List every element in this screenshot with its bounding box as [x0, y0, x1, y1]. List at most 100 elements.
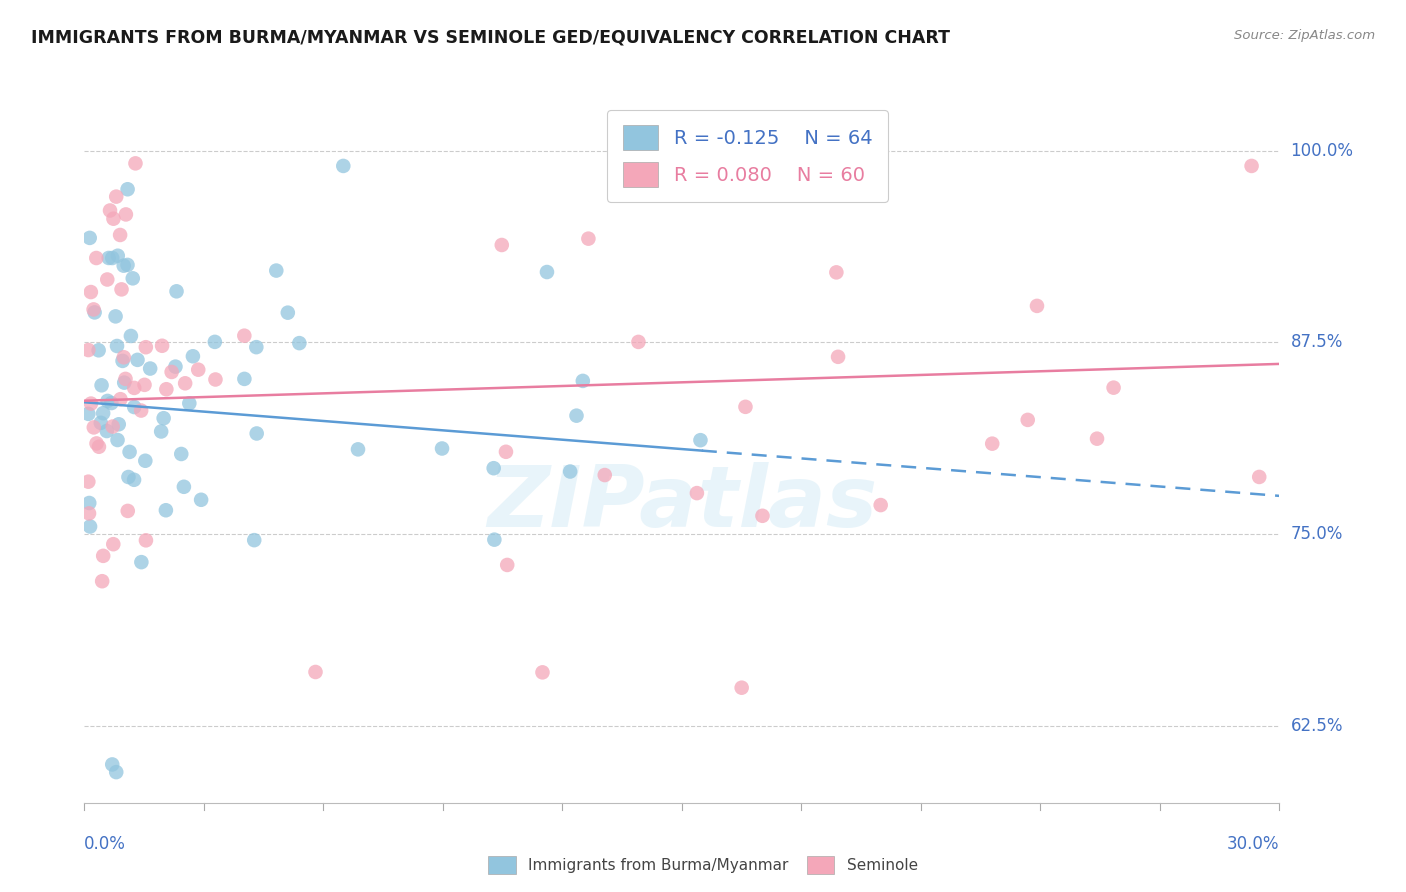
Point	[107, 417, 129, 432]
Point	[91, 549, 114, 563]
Point	[91, 406, 114, 420]
Point	[689, 433, 711, 447]
Point	[100, 396, 122, 410]
Point	[83, 420, 105, 434]
Point	[87, 343, 110, 358]
Point	[174, 376, 197, 391]
Point	[731, 681, 754, 695]
Point	[115, 207, 138, 221]
Point	[869, 498, 891, 512]
Point	[484, 533, 506, 547]
Point	[121, 271, 143, 285]
Point	[122, 473, 145, 487]
Point	[105, 189, 128, 203]
Point	[430, 442, 453, 456]
Point	[139, 361, 162, 376]
Point	[576, 232, 599, 246]
Point	[246, 426, 269, 441]
Point	[134, 454, 156, 468]
Point	[101, 757, 124, 772]
Point	[155, 382, 177, 396]
Point	[77, 496, 100, 510]
Point	[495, 444, 517, 458]
Point	[114, 372, 136, 386]
Point	[104, 310, 127, 324]
Point	[1017, 413, 1039, 427]
Point	[112, 259, 135, 273]
Point	[118, 445, 141, 459]
Text: IMMIGRANTS FROM BURMA/MYANMAR VS SEMINOLE GED/EQUIVALENCY CORRELATION CHART: IMMIGRANTS FROM BURMA/MYANMAR VS SEMINOL…	[31, 29, 950, 46]
Point	[90, 378, 112, 392]
Point	[103, 537, 125, 551]
Point	[160, 365, 183, 379]
Point	[80, 396, 103, 410]
Text: 87.5%: 87.5%	[1291, 334, 1343, 351]
Point	[536, 265, 558, 279]
Point	[266, 263, 288, 277]
Point	[288, 336, 311, 351]
Point	[111, 354, 134, 368]
Point	[150, 339, 173, 353]
Point	[103, 211, 125, 226]
Point	[827, 350, 849, 364]
Point	[79, 519, 101, 533]
Point	[117, 182, 139, 196]
Point	[127, 352, 149, 367]
Point	[110, 392, 132, 407]
Point	[560, 465, 582, 479]
Point	[187, 362, 209, 376]
Legend: R = -0.125    N = 64, R = 0.080    N = 60: R = -0.125 N = 64, R = 0.080 N = 60	[607, 110, 887, 202]
Point	[122, 400, 145, 414]
Point	[347, 442, 370, 457]
Point	[304, 665, 326, 679]
Text: Source: ZipAtlas.com: Source: ZipAtlas.com	[1234, 29, 1375, 42]
Point	[565, 409, 588, 423]
Point	[101, 251, 124, 265]
Point	[181, 349, 204, 363]
Point	[593, 468, 616, 483]
Text: ZIPatlas: ZIPatlas	[486, 461, 877, 545]
Point	[117, 470, 139, 484]
Point	[1249, 470, 1271, 484]
Point	[117, 504, 139, 518]
Point	[135, 340, 157, 354]
Point	[152, 411, 174, 425]
Point	[98, 203, 121, 218]
Point	[531, 665, 554, 680]
Point	[122, 381, 145, 395]
Point	[825, 265, 848, 279]
Point	[96, 272, 118, 286]
Point	[165, 359, 187, 374]
Point	[124, 156, 146, 170]
Point	[131, 555, 153, 569]
Text: 30.0%: 30.0%	[1227, 835, 1279, 853]
Text: 100.0%: 100.0%	[1291, 142, 1354, 160]
Point	[120, 329, 142, 343]
Point	[83, 305, 105, 319]
Point	[155, 503, 177, 517]
Point	[77, 475, 100, 489]
Point	[77, 343, 100, 357]
Point	[110, 282, 132, 296]
Point	[204, 372, 226, 386]
Point	[112, 376, 135, 390]
Point	[1085, 432, 1108, 446]
Point	[233, 372, 256, 386]
Point	[686, 486, 709, 500]
Point	[129, 403, 152, 417]
Point	[80, 285, 103, 299]
Point	[105, 339, 128, 353]
Point	[170, 447, 193, 461]
Point	[496, 558, 519, 572]
Point	[491, 238, 513, 252]
Point	[243, 533, 266, 548]
Point	[135, 533, 157, 548]
Point	[572, 374, 595, 388]
Point	[277, 306, 299, 320]
Point	[91, 574, 114, 589]
Point	[166, 285, 188, 299]
Point	[1102, 381, 1125, 395]
Text: 0.0%: 0.0%	[84, 835, 127, 853]
Point	[96, 393, 118, 408]
Legend: Immigrants from Burma/Myanmar, Seminole: Immigrants from Burma/Myanmar, Seminole	[482, 850, 924, 880]
